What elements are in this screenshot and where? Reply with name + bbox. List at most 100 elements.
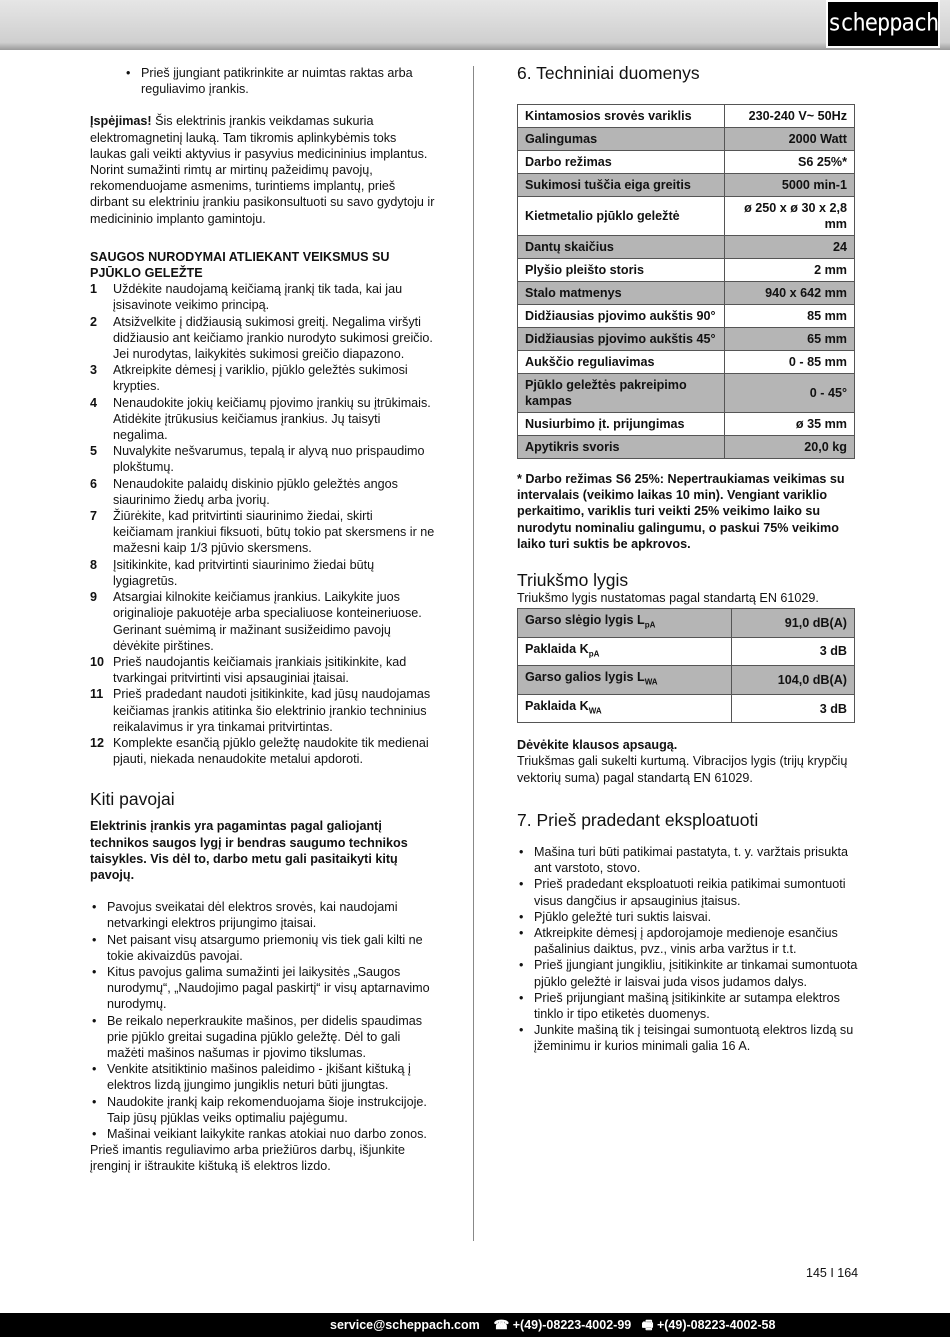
list-item: Prieš įjungiant jungikliu, įsitikinkite … <box>517 957 862 989</box>
noise-value: 3 dB <box>731 693 855 724</box>
item-text: Atsargiai kilnokite keičiamus įrankius. … <box>113 590 422 653</box>
table-row: Sukimosi tuščia eiga greitis 5000 min-1 <box>516 173 855 197</box>
item-number: 1 <box>90 282 98 297</box>
scheppach-logo: scheppach <box>826 0 940 49</box>
phone-icon: ☎ <box>493 1318 510 1332</box>
table-row: Apytikris svoris 20,0 kg <box>516 435 855 459</box>
tech-data-heading: 6. Techniniai duomenys <box>517 63 700 83</box>
safety-item: 4 Nenaudokite jokių keičiamų pjovimo įran… <box>90 395 435 444</box>
item-text: Uždėkite naudojamą keičiamą įrankį tik t… <box>113 282 403 313</box>
item-number: 6 <box>90 476 98 491</box>
table-row: Stalo matmenys 940 x 642 mm <box>516 281 855 305</box>
table-row: Nusiurbimo įt. prijungimas ø 35 mm <box>516 412 855 436</box>
column-divider <box>473 66 474 1241</box>
page-number: 145 I 164 <box>806 1266 859 1280</box>
table-row: Aukščio reguliavimas 0 - 85 mm <box>516 350 855 374</box>
label-subscript: pA <box>588 649 600 659</box>
list-item: Net paisant visų atsargumo priemonių vis… <box>90 932 435 964</box>
noise-value: 3 dB <box>731 636 855 667</box>
safety-item: 8 Įsitikinkite, kad pritvirtinti siaurini… <box>90 557 435 589</box>
item-number: 11 <box>90 687 104 702</box>
spec-value: S6 25%* <box>724 150 855 174</box>
footnote: * Darbo režimas S6 25%: Nepertraukiamas … <box>517 472 845 551</box>
table-row: Garso slėgio lygis LpA 91,0 dB(A) <box>516 608 855 638</box>
item-text: Nenaudokite jokių keičiamų pjovimo įrank… <box>113 395 431 443</box>
safety-item: 6 Nenaudokite palaidų diskinio pjūklo gel… <box>90 476 435 508</box>
spec-label: Didžiausias pjovimo aukštis 90° <box>516 304 726 328</box>
spec-value: 85 mm <box>724 304 855 328</box>
top-bullet-list: Prieš įjungiant patikrinkite ar nuimtas … <box>124 65 435 97</box>
label-subscript: WA <box>644 677 658 687</box>
spec-value: ø 250 x ø 30 x 2,8 mm <box>724 196 855 236</box>
table-row: Didžiausias pjovimo aukštis 45° 65 mm <box>516 327 855 351</box>
noise-table: Garso slėgio lygis LpA 91,0 dB(A) Paklaida… <box>516 608 855 724</box>
item-number: 4 <box>90 395 98 410</box>
spec-label: Apytikris svoris <box>516 435 726 459</box>
start-list: Mašina turi būti patikimai pastatyta, t.… <box>517 844 862 1055</box>
list-item: Be reikalo neperkraukite mašinos, per di… <box>90 1013 435 1062</box>
list-item: Pavojus sveikatai dėl elektros srovės, k… <box>90 899 435 931</box>
spec-value: 5000 min-1 <box>724 173 855 197</box>
spec-label: Aukščio reguliavimas <box>516 350 726 374</box>
right-column: 6. Techniniai duomenys Kintamosios srovė… <box>516 63 862 1055</box>
hearing-text: Triukšmas gali sukelti kurtumą. Vibracij… <box>517 754 848 785</box>
spec-value: 940 x 642 mm <box>724 281 855 305</box>
table-row: Kietmetalio pjūklo geležtė ø 250 x ø 30 x… <box>516 196 855 236</box>
safety-list: 1 Uždėkite naudojamą keičiamą įrankį tik … <box>90 281 435 767</box>
spec-value: 2000 Watt <box>724 127 855 151</box>
table-row: Paklaida KpA 3 dB <box>516 636 855 667</box>
item-number: 9 <box>90 590 98 605</box>
list-item: Prieš pradedant eksploatuoti reikia pati… <box>517 876 862 908</box>
list-item: Naudokite įrankį kaip rekomenduojama šio… <box>90 1094 435 1126</box>
closing-paragraph: Prieš imantis reguliavimo arba priežiūro… <box>90 1143 405 1174</box>
spec-value: ø 35 mm <box>724 412 855 436</box>
safety-item: 11 Prieš pradedant naudoti įsitikinkite, … <box>90 686 435 735</box>
left-column: Prieš įjungiant patikrinkite ar nuimtas … <box>90 65 435 1175</box>
table-row: Kintamosios srovės variklis 230-240 V~ 50… <box>516 104 855 128</box>
item-text: Prieš naudojantis keičiamais įrankiais į… <box>113 654 407 686</box>
table-row: Paklaida KWA 3 dB <box>516 693 855 724</box>
service-email[interactable]: service@scheppach.com <box>330 1318 480 1332</box>
label-text: Paklaida K <box>525 641 589 656</box>
item-text: Komplekte esančią pjūklo geležtę naudoki… <box>113 735 429 767</box>
spec-label: Pjūklo geležtės pakreipimo kampas <box>516 373 726 413</box>
noise-label: Paklaida KpA <box>516 636 733 667</box>
safety-item: 9 Atsargiai kilnokite keičiamus įrankius.… <box>90 589 435 654</box>
spec-value: 65 mm <box>724 327 855 351</box>
list-item: Mašina turi būti patikimai pastatyta, t.… <box>517 844 862 876</box>
safety-item: 12 Komplekte esančią pjūklo geležtę naudo… <box>90 735 435 767</box>
noise-heading: Triukšmo lygis <box>517 570 629 591</box>
spec-value: 0 - 85 mm <box>724 350 855 374</box>
item-number: 7 <box>90 509 98 524</box>
item-text: Nuvalykite nešvarumus, tepalą ir alyvą n… <box>113 444 425 475</box>
table-row: Darbo režimas S6 25%* <box>516 150 855 174</box>
spec-label: Stalo matmenys <box>516 281 726 305</box>
spec-label: Galingumas <box>516 127 726 151</box>
spec-value: 2 mm <box>724 258 855 282</box>
spec-label: Sukimosi tuščia eiga greitis <box>516 173 726 197</box>
noise-value: 104,0 dB(A) <box>731 665 855 695</box>
item-text: Atkreipkite dėmesį į variklio, pjūklo ge… <box>113 363 408 394</box>
spec-value: 0 - 45° <box>724 373 855 413</box>
start-heading: 7. Prieš pradedant eksploatuoti <box>517 809 759 830</box>
label-text: Paklaida K <box>525 698 589 713</box>
label-text: Garso slėgio lygis L <box>525 613 645 628</box>
safety-item: 1 Uždėkite naudojamą keičiamą įrankį tik … <box>90 281 435 313</box>
other-hazards-intro: Elektrinis įrankis yra pagamintas pagal … <box>90 819 408 882</box>
spec-value: 230-240 V~ 50Hz <box>724 104 855 128</box>
list-item: Junkite mašiną tik į teisingai sumontuot… <box>517 1022 862 1054</box>
hearing-warning: Dėvėkite klausos apsaugą. <box>517 738 678 753</box>
item-number: 10 <box>90 654 105 669</box>
list-item: Pjūklo geležtė turi suktis laisvai. <box>517 909 862 925</box>
spec-value: 24 <box>724 235 855 259</box>
safety-item: 3 Atkreipkite dėmesį į variklio, pjūklo g… <box>90 362 435 394</box>
spec-label: Nusiurbimo įt. prijungimas <box>516 412 726 436</box>
list-item: Prieš įjungiant patikrinkite ar nuimtas … <box>124 65 435 97</box>
table-row: Didžiausias pjovimo aukštis 90° 85 mm <box>516 304 855 328</box>
item-text: Nenaudokite palaidų diskinio pjūklo gele… <box>113 476 398 507</box>
table-row: Pjūklo geležtės pakreipimo kampas 0 - 45° <box>516 373 855 413</box>
warning-paragraph: Įspėjimas! Šis elektrinis įrankis veikda… <box>90 113 435 226</box>
item-number: 12 <box>90 735 105 750</box>
warning-label: Įspėjimas! <box>90 114 152 129</box>
list-item: Kitus pavojus galima sumažinti jei laiky… <box>90 964 435 1013</box>
